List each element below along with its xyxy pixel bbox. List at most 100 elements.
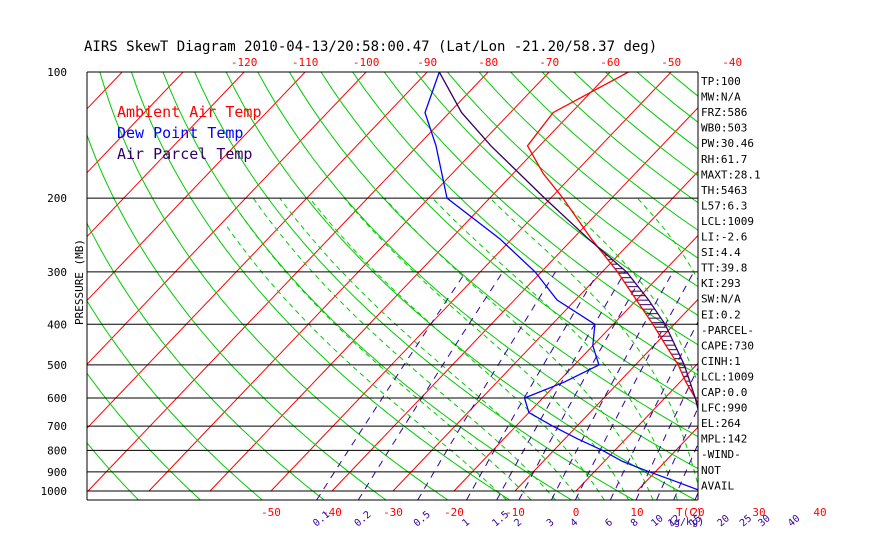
dry-adiabat-line (795, 72, 870, 500)
legend-dewpoint: Dew Point Temp (117, 124, 243, 142)
mixing-ratio-line (417, 271, 556, 500)
stability-indices: TP:100 MW:N/A FRZ:586 WB0:503 PW:30.46 RH:61.… (701, 75, 761, 492)
mixing-ratio-line (609, 320, 698, 500)
index-label: RH:61.7 (701, 153, 747, 166)
pressure-tick-label: 500 (47, 359, 67, 372)
mixing-ratio-line (466, 271, 599, 500)
index-label: TH:5463 (701, 184, 747, 197)
mixing-ratio-tick-label: 1 (460, 517, 472, 529)
pressure-tick-label: 600 (47, 392, 67, 405)
index-label: CINH:1 (701, 355, 741, 368)
mixing-ratio-tick-label: 40 (786, 513, 802, 529)
mixing-ratio-tick-label: 8 (629, 517, 641, 529)
mixing-ratio-line (316, 271, 467, 500)
temp-unit-label: T(C) (676, 506, 703, 519)
index-label: -WIND- (701, 448, 741, 461)
index-label: NOT (701, 464, 721, 477)
index-label: CAP:0.0 (701, 386, 747, 399)
index-label: LCL:1009 (701, 215, 754, 228)
mixing-ratio-tick-label: 3 (545, 517, 557, 529)
index-label: KI:293 (701, 277, 741, 290)
isotherm-line (759, 72, 870, 491)
bottom-temp-tick-label: -40 (322, 506, 342, 519)
dry-adiabat-line (415, 72, 698, 316)
dry-adiabat-line (478, 72, 698, 259)
mixing-ratio-tick-label: 4 (569, 517, 581, 529)
pressure-tick-label: 900 (47, 466, 67, 479)
mixing-ratio-tick-label: 20 (716, 513, 732, 529)
index-label: EL:264 (701, 417, 741, 430)
dry-adiabat-line (99, 72, 448, 500)
index-label: -PARCEL- (701, 324, 754, 337)
dry-adiabat-line (87, 442, 139, 500)
mixing-ratio-line (746, 272, 841, 500)
top-temp-tick-label: -120 (231, 56, 258, 69)
moist-adiabat-line (489, 197, 698, 487)
index-label: MW:N/A (701, 91, 741, 104)
isotherm-line (514, 298, 698, 492)
top-temp-tick-label: -90 (417, 56, 437, 69)
bottom-temp-tick-label: 10 (630, 506, 643, 519)
moist-adiabat-line (252, 197, 556, 500)
index-label: TP:100 (701, 75, 741, 88)
dry-adiabat-line (130, 72, 510, 500)
mixing-ratio-line (794, 272, 870, 500)
top-temp-tick-label: -80 (478, 56, 498, 69)
dry-adiabat-line (827, 72, 870, 500)
bottom-temp-tick-label: -50 (261, 506, 281, 519)
legend: Ambient Air Temp Dew Point Temp Air Parc… (117, 103, 262, 163)
dry-adiabat-line (858, 72, 870, 500)
index-label: TT:39.8 (701, 262, 747, 275)
pressure-tick-label: 800 (47, 444, 67, 457)
isotherm-line (87, 72, 489, 492)
dry-adiabat-line (87, 372, 201, 500)
legend-ambient: Ambient Air Temp (117, 103, 262, 121)
moist-adiabat-line (224, 223, 507, 500)
isotherm-line (575, 362, 698, 492)
pressure-tick-label: 200 (47, 192, 67, 205)
parcel-temp-line (438, 72, 698, 413)
dry-adiabat-line (87, 299, 263, 500)
dry-adiabat-line (87, 222, 325, 500)
dry-adiabat-line (732, 72, 870, 500)
moist-adiabat-line (384, 197, 654, 500)
pressure-tick-label: 400 (47, 318, 67, 331)
isotherm-line (87, 72, 184, 174)
index-label: LCL:1009 (701, 370, 754, 383)
index-label: SW:N/A (701, 293, 741, 306)
dry-adiabat-line (447, 72, 698, 288)
mixing-ratio-line (764, 272, 857, 500)
bottom-temp-tick-label: -20 (444, 506, 464, 519)
dry-adiabat-line (225, 72, 696, 500)
dry-adiabat-line (636, 72, 698, 123)
dry-adiabat-line (383, 72, 698, 346)
top-temp-tick-label: -110 (292, 56, 319, 69)
moist-adiabat-line (783, 198, 800, 500)
index-label: L57:6.3 (701, 199, 747, 212)
mixing-ratio-tick-label: 6 (603, 517, 615, 529)
isotherm-line (87, 72, 306, 302)
isotherm-line (331, 107, 698, 492)
bottom-temp-tick-label: 20 (691, 506, 704, 519)
index-label: LI:-2.6 (701, 231, 747, 244)
mixing-ratio-tick-label: 10 (649, 513, 665, 529)
pressure-tick-label: 700 (47, 420, 67, 433)
axes (86, 71, 699, 501)
index-label: MPL:142 (701, 433, 747, 446)
mixing-ratio-tick-label: 0.2 (353, 509, 374, 529)
moist-adiabat-line (238, 211, 532, 500)
mixing-ratio-line (357, 271, 504, 500)
pressure-tick-label: 100 (47, 66, 67, 79)
isotherm-line (453, 234, 698, 492)
isotherm-line (820, 72, 870, 491)
index-label: LFC:990 (701, 402, 747, 415)
index-label: CAPE:730 (701, 339, 754, 352)
top-temp-tick-label: -50 (661, 56, 681, 69)
isotherm-line (148, 72, 550, 492)
bottom-temp-tick-label: 40 (813, 506, 826, 519)
dry-adiabat-line (87, 133, 387, 500)
index-label: WB0:503 (701, 122, 747, 135)
index-label: FRZ:586 (701, 106, 747, 119)
moist-adiabat-line (343, 197, 629, 500)
top-temp-tick-label: -40 (722, 56, 742, 69)
